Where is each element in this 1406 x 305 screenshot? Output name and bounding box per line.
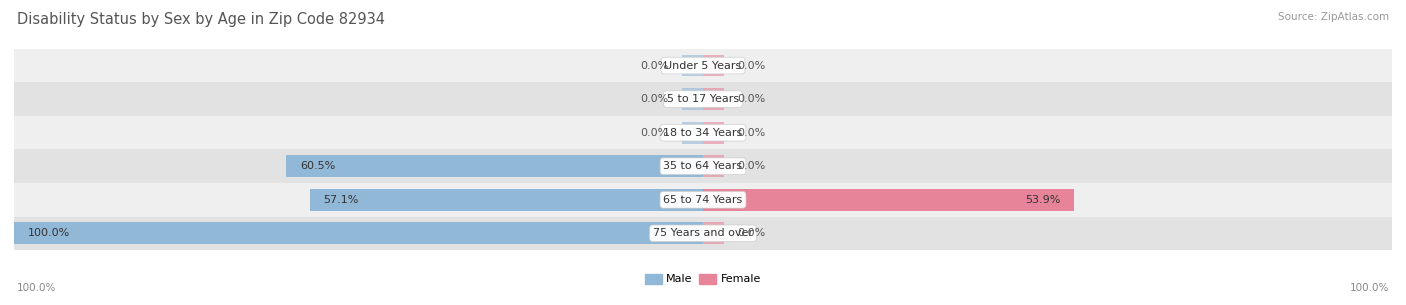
Bar (703, 189, 1074, 211)
Text: 65 to 74 Years: 65 to 74 Years (664, 195, 742, 205)
Text: 0.0%: 0.0% (738, 128, 766, 138)
Bar (14, 222, 703, 244)
Text: 100.0%: 100.0% (28, 228, 70, 238)
Bar (682, 55, 703, 77)
Text: 0.0%: 0.0% (738, 228, 766, 238)
Bar (14, 183, 1392, 217)
Text: 5 to 17 Years: 5 to 17 Years (666, 94, 740, 104)
Text: 0.0%: 0.0% (738, 161, 766, 171)
Text: Source: ZipAtlas.com: Source: ZipAtlas.com (1278, 12, 1389, 22)
Text: 0.0%: 0.0% (738, 94, 766, 104)
Bar (14, 49, 1392, 82)
Text: 0.0%: 0.0% (738, 61, 766, 70)
Text: 60.5%: 60.5% (299, 161, 335, 171)
Bar (703, 222, 724, 244)
Bar (703, 55, 724, 77)
Text: 35 to 64 Years: 35 to 64 Years (664, 161, 742, 171)
Text: 0.0%: 0.0% (640, 94, 669, 104)
Bar (703, 122, 724, 144)
Bar (703, 155, 724, 177)
Bar (14, 82, 1392, 116)
Bar (14, 116, 1392, 149)
Text: 100.0%: 100.0% (17, 283, 56, 293)
Text: 0.0%: 0.0% (640, 61, 669, 70)
Bar (287, 155, 703, 177)
Text: Under 5 Years: Under 5 Years (665, 61, 741, 70)
Text: 53.9%: 53.9% (1025, 195, 1060, 205)
Text: 75 Years and over: 75 Years and over (652, 228, 754, 238)
Bar (682, 122, 703, 144)
Text: 100.0%: 100.0% (1350, 283, 1389, 293)
Bar (682, 88, 703, 110)
Text: Disability Status by Sex by Age in Zip Code 82934: Disability Status by Sex by Age in Zip C… (17, 12, 385, 27)
Text: 18 to 34 Years: 18 to 34 Years (664, 128, 742, 138)
Text: 57.1%: 57.1% (323, 195, 359, 205)
Bar (14, 149, 1392, 183)
Bar (703, 88, 724, 110)
Bar (14, 217, 1392, 250)
Legend: Male, Female: Male, Female (641, 269, 765, 289)
Text: 0.0%: 0.0% (640, 128, 669, 138)
Bar (309, 189, 703, 211)
